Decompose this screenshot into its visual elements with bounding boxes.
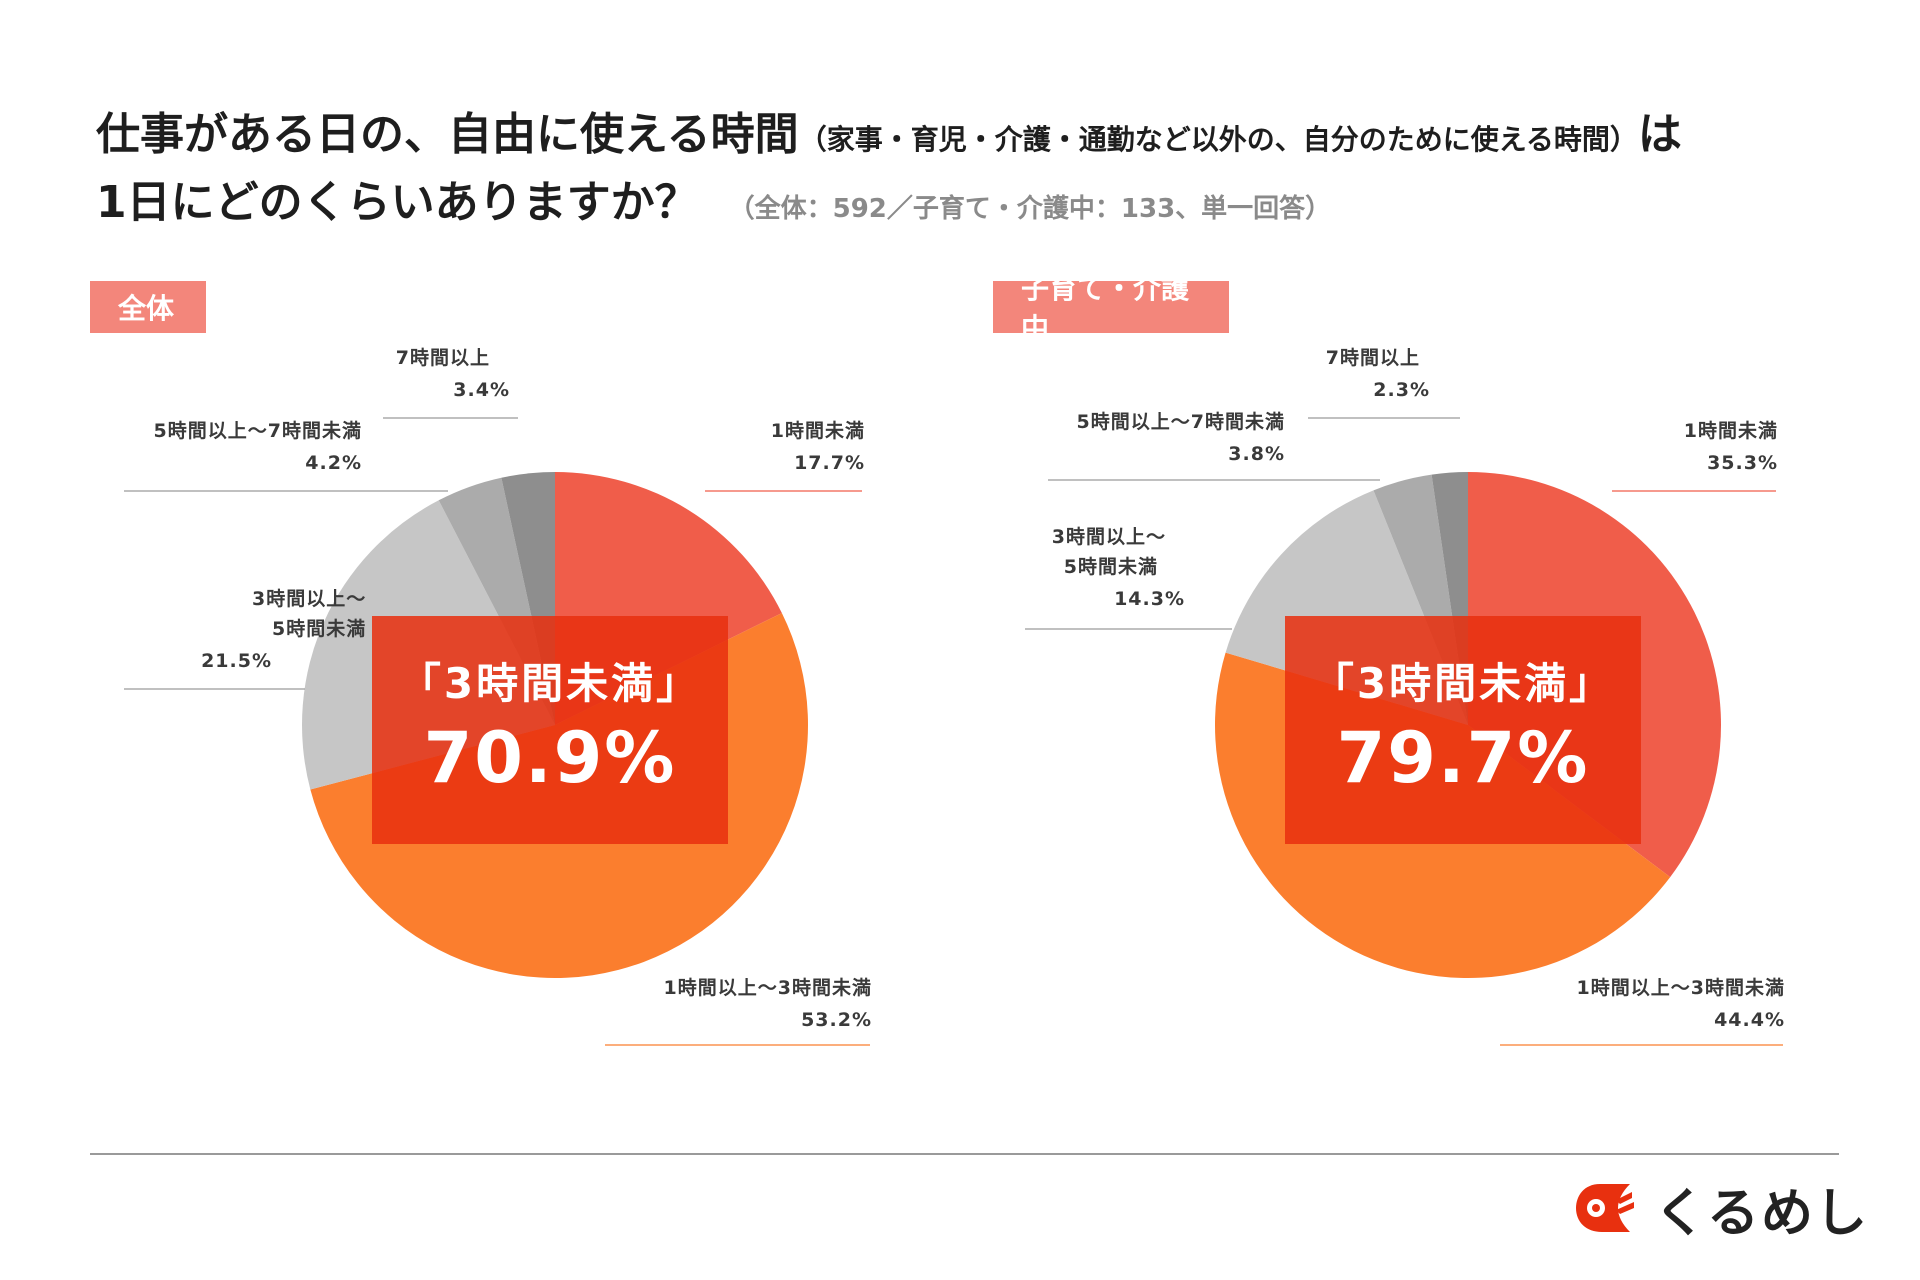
title-question: 1日にどのくらいありますか？ [96, 177, 699, 228]
title-parenthetical: （家事・育児・介護・通勤など以外の、自分のために使える時間） [798, 123, 1638, 156]
highlight-label: 「3時間未満」 [399, 659, 701, 708]
slice-label-1: 1時間未満 35.3% [1612, 419, 1778, 492]
chart-badge-all: 全体 [90, 281, 206, 333]
slice-value-label: 44.4% [1714, 1009, 1785, 1031]
slice-category-label: 7時間以上 [396, 347, 490, 369]
page-title-line1: 仕事がある日の、自由に使える時間（家事・育児・介護・通勤など以外の、自分のために… [96, 98, 1682, 162]
title-main: 仕事がある日の、自由に使える時間 [96, 109, 799, 160]
slice-label-2: 1時間以上～3時間未満 53.2% [605, 976, 872, 1046]
title-end: は [1637, 109, 1682, 160]
slice-category-label: 5時間未満 [1064, 555, 1158, 578]
kurumeshi-logo-icon [1576, 1184, 1634, 1232]
slice-category-label: 1時間以上～3時間未満 [664, 976, 872, 999]
footer-divider [90, 1153, 1839, 1155]
slice-value-label: 53.2% [801, 1009, 872, 1031]
page-title-line2: 1日にどのくらいありますか？ （全体：592／子育て・介護中：133、単一回答） [96, 166, 1331, 230]
slice-category-label: 1時間未満 [1684, 419, 1778, 442]
logo-text: くるめし [1654, 1183, 1869, 1244]
slice-label-5: 7時間以上 3.4% [383, 347, 518, 419]
slice-value-label: 17.7% [794, 452, 865, 474]
highlight-label: 「3時間未満」 [1312, 659, 1614, 708]
slice-category-label: 5時間以上～7時間未満 [154, 419, 362, 442]
slice-category-label: 1時間以上～3時間未満 [1577, 976, 1785, 999]
logo: くるめし [1572, 1176, 1869, 1244]
pie-chart-0: 1時間未満 17.7% 1時間以上～3時間未満 53.2% 3時間以上～ 5時間未満21.… [124, 347, 872, 1046]
slice-label-2: 1時間以上～3時間未満 44.4% [1500, 976, 1785, 1046]
slice-value-label: 14.3% [1114, 588, 1185, 610]
pie-chart-1: 1時間未満 35.3% 1時間以上～3時間未満 44.4% 3時間以上～ 5時間未満 14.… [1025, 347, 1785, 1046]
highlight-box [1285, 616, 1641, 844]
slice-category-label: 3時間以上～ [252, 588, 366, 610]
highlight-box [372, 616, 728, 844]
slice-label-3: 3時間以上～ 5時間未満 14.3% [1025, 526, 1232, 630]
highlight-value: 79.7% [1337, 717, 1590, 799]
slice-value-label: 2.3% [1373, 379, 1430, 401]
slice-label-4: 5時間以上～7時間未満 4.2% [124, 419, 448, 492]
slice-label-5: 7時間以上 2.3% [1308, 347, 1460, 419]
slice-category-label: 1時間未満 [771, 419, 865, 442]
slice-label-1: 1時間未満 17.7% [705, 419, 865, 492]
slice-category-label: 7時間以上 [1326, 347, 1420, 369]
slice-value-label: 35.3% [1707, 452, 1778, 474]
slice-category-label: 3時間以上～ [1052, 526, 1166, 548]
slice-value-label: 3.4% [453, 379, 510, 401]
slice-value-label: 4.2% [305, 452, 362, 474]
slice-value-label: 3.8% [1228, 443, 1285, 465]
slice-category-label: 5時間未満 [272, 617, 366, 640]
subtitle: （全体：592／子育て・介護中：133、単一回答） [728, 194, 1332, 224]
slice-label-4: 5時間以上～7時間未満 3.8% [1048, 410, 1380, 481]
highlight-value: 70.9% [424, 717, 677, 799]
slice-value-label: 21.5% [201, 650, 272, 672]
slice-category-label: 5時間以上～7時間未満 [1077, 410, 1285, 433]
